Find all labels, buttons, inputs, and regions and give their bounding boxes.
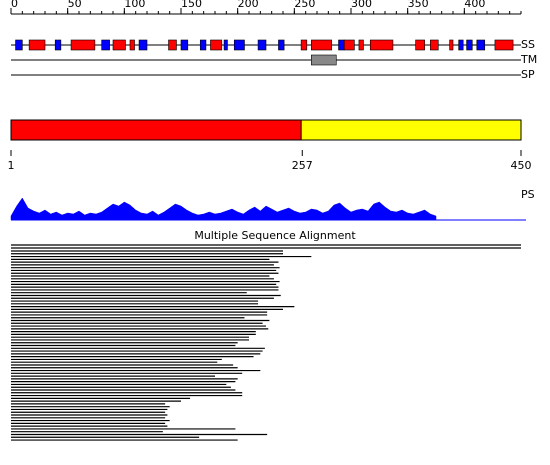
domain-label: 1 [8,159,15,172]
track-element [343,39,355,51]
track-element [199,39,207,51]
track-label: SS [521,38,535,51]
track-element [54,39,62,51]
ruler-label: 350 [408,0,429,10]
ruler-label: 300 [351,0,372,10]
track-element [311,39,333,51]
track-element [369,39,394,51]
ruler-label: 400 [464,0,485,10]
domain [300,119,522,141]
track-element [358,39,364,51]
track-label: SP [521,68,535,81]
track-element [466,39,473,51]
track-element [300,39,308,51]
ruler-label: 0 [11,0,18,10]
ps-label: PS [521,188,535,201]
track-element [449,39,454,51]
msa-title: Multiple Sequence Alignment [194,229,356,242]
ruler-label: 50 [68,0,82,10]
track-element [494,39,514,51]
ruler-label: 100 [124,0,145,10]
track-element [112,39,126,51]
ruler-label: 200 [238,0,259,10]
track-element [430,39,439,51]
domain-label: 450 [511,159,532,172]
track-element [129,39,135,51]
track-element [476,39,486,51]
track-element [138,39,148,51]
track-element [15,39,23,51]
ruler-label: 250 [294,0,315,10]
track-element [168,39,177,51]
domain-label: 257 [292,159,313,172]
track-label: TM [520,53,537,66]
track-element [70,39,96,51]
track-element [458,39,464,51]
track-element [278,39,285,51]
track-element [101,39,110,51]
track-element [223,39,228,51]
track-element [180,39,189,51]
domain [10,119,303,141]
track-element [233,39,245,51]
track-element [28,39,46,51]
ps-profile [10,197,437,221]
track-element [338,39,345,51]
ruler-label: 150 [181,0,202,10]
track-element [210,39,223,51]
track-element [257,39,267,51]
track-element [311,54,337,66]
track-element [415,39,425,51]
